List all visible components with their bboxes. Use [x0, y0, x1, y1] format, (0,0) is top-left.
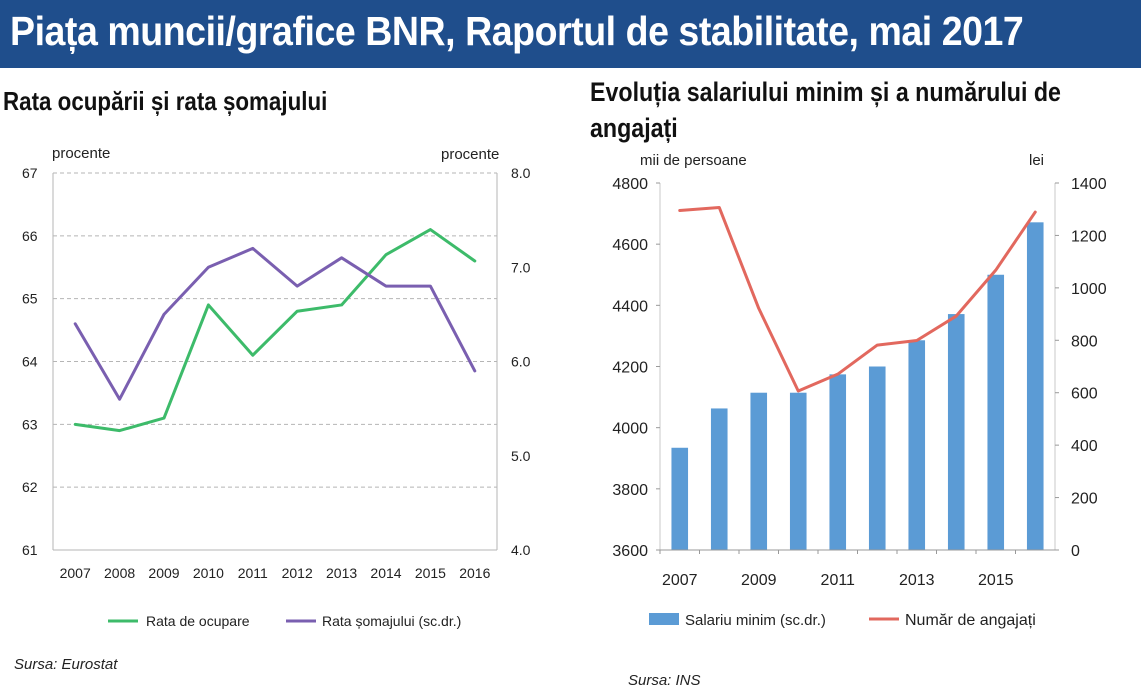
left-chart-title: Rata ocupării și rata șomajului — [3, 86, 328, 116]
header-banner: Piața muncii/grafice BNR, Raportul de st… — [0, 0, 1141, 68]
right-chart-y-tick-label: 4200 — [612, 360, 648, 377]
right-chart-x-tick-label: 2015 — [978, 572, 1014, 589]
right-chart-y2-tick-label: 600 — [1071, 386, 1098, 403]
right-chart-x-tick-label: 2013 — [899, 572, 935, 589]
minimum-wage-bar — [750, 392, 768, 550]
left-chart-x-tick-label: 2011 — [238, 565, 268, 581]
employees-line — [678, 205, 1037, 393]
left-chart-y2-tick-label: 7.0 — [511, 259, 531, 275]
right-chart-y-tick-label: 3600 — [612, 543, 648, 560]
left-chart-x-tick-label: 2015 — [415, 565, 446, 581]
banner-title: Piața muncii/grafice BNR, Raportul de st… — [10, 8, 1024, 54]
left-chart-x-tick-label: 2008 — [104, 565, 135, 581]
right-chart-y2-tick-label: 800 — [1071, 333, 1098, 350]
minimum-wage-bar — [710, 408, 728, 550]
right-chart-y2-tick-label: 400 — [1071, 438, 1098, 455]
right-chart-y-tick-label: 4600 — [612, 237, 648, 254]
left-chart-y-axis-label: procente — [52, 145, 110, 162]
left-chart-y2-tick-label: 5.0 — [511, 448, 531, 464]
left-chart-x-tick-label: 2010 — [193, 565, 224, 581]
right-chart-title: Evoluția salariului minim și a numărului… — [590, 77, 1061, 143]
right-chart-source: Sursa: INS — [628, 672, 701, 689]
legend-swatch-minimum-wage — [649, 613, 679, 625]
minimum-wage-employees-chart: mii de persoane lei 36003800400042004400… — [612, 152, 1107, 629]
left-chart-y2-tick-label: 8.0 — [511, 165, 531, 181]
right-chart-y2-axis-label: lei — [1029, 152, 1044, 169]
minimum-wage-bar — [947, 314, 965, 550]
minimum-wage-bar — [868, 366, 886, 550]
left-chart-y-tick-label: 61 — [22, 542, 38, 558]
right-chart-y2-tick-label: 1200 — [1071, 228, 1107, 245]
right-chart-x-tick-label: 2009 — [741, 572, 777, 589]
left-chart-y-tick-label: 65 — [22, 291, 38, 307]
employment-unemployment-chart: procente procente 61 62 63 64 65 66 67 4.0 5.0 6… — [22, 145, 531, 629]
employment-rate-line — [73, 228, 477, 433]
left-chart-source: Sursa: Eurostat — [14, 656, 118, 673]
minimum-wage-bar — [908, 340, 926, 550]
legend-label-unemployment-rate: Rata șomajului (sc.dr.) — [322, 613, 461, 629]
left-chart-x-tick-label: 2014 — [370, 565, 401, 581]
minimum-wage-bar — [789, 392, 807, 550]
left-chart-y-tick-label: 62 — [22, 479, 38, 495]
right-chart-x-tick-label: 2011 — [821, 572, 856, 589]
right-chart-y-axis-label: mii de persoane — [640, 152, 747, 169]
left-chart-y2-tick-label: 6.0 — [511, 354, 531, 370]
right-chart-y-tick-label: 4000 — [612, 421, 648, 438]
left-chart-y2-tick-label: 4.0 — [511, 542, 531, 558]
left-chart-y-tick-label: 66 — [22, 228, 38, 244]
legend-label-minimum-wage: Salariu minim (sc.dr.) — [685, 612, 826, 629]
left-chart-y2-axis-label: procente — [441, 146, 499, 163]
left-chart-x-tick-label: 2013 — [326, 565, 357, 581]
right-chart-y-tick-label: 4400 — [612, 298, 648, 315]
minimum-wage-bar — [987, 274, 1005, 550]
minimum-wage-bar — [1026, 222, 1044, 551]
minimum-wage-bar — [829, 374, 847, 550]
legend-label-employment-rate: Rata de ocupare — [146, 613, 250, 629]
left-chart-x-tick-label: 2007 — [60, 565, 91, 581]
minimum-wage-bar — [671, 447, 689, 550]
left-chart-x-tick-label: 2016 — [459, 565, 490, 581]
left-chart-x-tick-label: 2009 — [148, 565, 179, 581]
unemployment-rate-line — [73, 246, 477, 401]
left-chart-y-tick-label: 64 — [22, 354, 38, 370]
right-chart-y2-tick-label: 1000 — [1071, 281, 1107, 298]
left-chart-y-tick-label: 67 — [22, 165, 38, 181]
right-chart-y2-tick-label: 1400 — [1071, 176, 1107, 193]
left-chart-x-tick-label: 2012 — [282, 565, 313, 581]
right-chart-y-tick-label: 3800 — [612, 482, 648, 499]
right-chart-x-tick-label: 2007 — [662, 572, 698, 589]
left-chart-y-tick-label: 63 — [22, 416, 38, 432]
right-chart-y2-tick-label: 0 — [1071, 543, 1080, 560]
legend-label-employees: Număr de angajați — [905, 612, 1036, 629]
right-chart-y-tick-label: 4800 — [612, 176, 648, 193]
right-chart-y2-tick-label: 200 — [1071, 491, 1098, 508]
